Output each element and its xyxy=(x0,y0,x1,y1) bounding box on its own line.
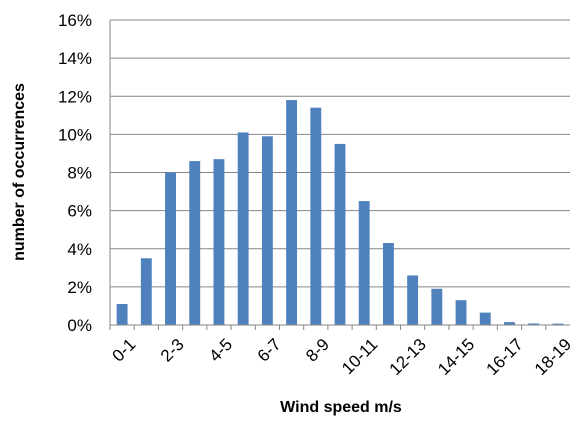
y-tick-label: 4% xyxy=(67,240,92,259)
bar xyxy=(140,258,152,325)
bar xyxy=(358,201,370,325)
x-tick-label: 4-5 xyxy=(205,335,236,366)
x-tick-label: 18-19 xyxy=(531,335,570,379)
y-tick-label: 16% xyxy=(58,11,92,30)
y-tick-labels: 0% 2% 4% 6% 8% 10% 12% 14% 16% xyxy=(58,11,92,335)
bar xyxy=(261,136,273,325)
bar xyxy=(237,132,249,325)
bar xyxy=(552,323,564,325)
y-tick-label: 10% xyxy=(58,125,92,144)
bar xyxy=(382,243,394,325)
bar xyxy=(479,312,491,325)
y-tick-label: 6% xyxy=(67,202,92,221)
bar xyxy=(431,288,443,325)
bars xyxy=(116,100,564,325)
bar xyxy=(165,172,176,325)
bar xyxy=(504,322,515,325)
y-tick-label: 12% xyxy=(58,87,92,106)
y-tick-label: 0% xyxy=(67,316,92,335)
bar xyxy=(286,100,298,325)
y-tick-label: 8% xyxy=(67,164,92,183)
axes xyxy=(109,20,570,330)
x-tick-labels: 0-1 2-3 4-5 6-7 8-9 10-11 12-13 14-15 16-17 18-19 xyxy=(109,335,570,379)
x-tick-label: 6-7 xyxy=(254,335,285,366)
x-tick-label: 12-13 xyxy=(386,335,430,379)
bar xyxy=(407,275,419,325)
x-axis-title: Wind speed m/s xyxy=(280,399,402,416)
bar xyxy=(528,323,540,325)
bar xyxy=(189,161,201,325)
x-tick-label: 2-3 xyxy=(157,335,188,366)
x-tick-label: 10-11 xyxy=(338,335,381,378)
bar xyxy=(334,143,346,325)
x-tick-label: 16-17 xyxy=(483,335,527,379)
bar xyxy=(310,107,322,325)
x-tick-label: 8-9 xyxy=(302,335,333,366)
y-axis-title: number of occurrences xyxy=(11,83,28,261)
y-tick-label: 2% xyxy=(67,278,92,297)
x-tick-label: 0-1 xyxy=(109,335,140,366)
y-tick-label: 14% xyxy=(58,49,92,68)
bar xyxy=(116,304,128,325)
x-tick-label: 14-15 xyxy=(434,335,478,379)
bar xyxy=(213,159,225,325)
bar xyxy=(455,300,467,325)
